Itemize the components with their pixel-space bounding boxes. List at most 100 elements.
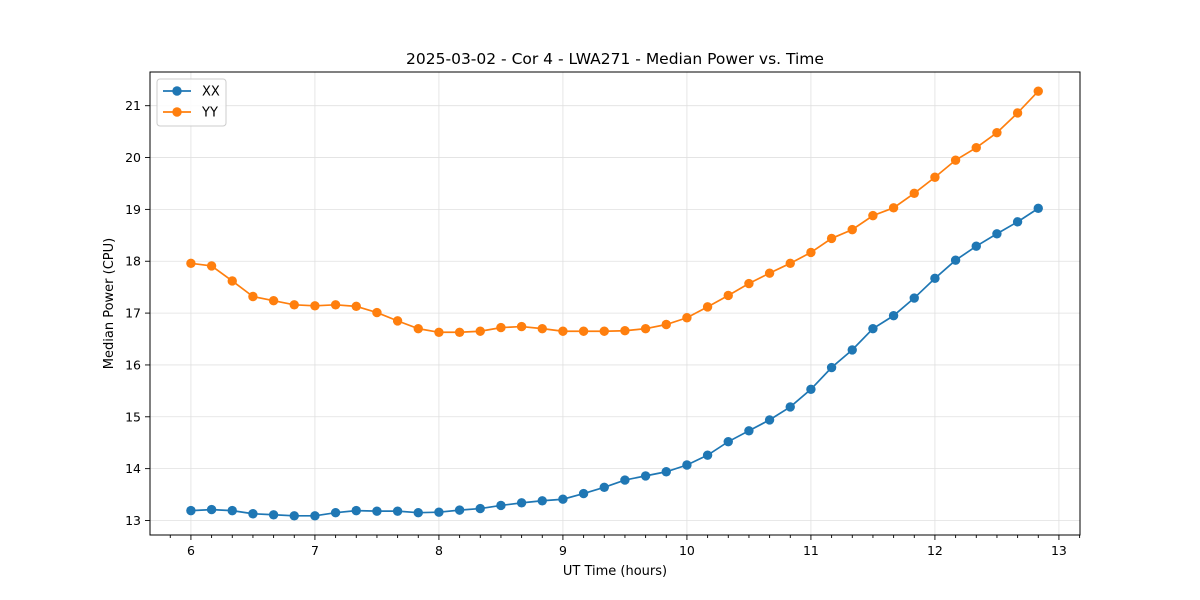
data-point-xx <box>682 460 692 470</box>
data-point-yy <box>785 258 795 269</box>
data-point-xx <box>992 229 1002 239</box>
data-point-xx <box>764 415 775 425</box>
data-point-xx <box>558 494 568 504</box>
y-axis-label: Median Power (CPU) <box>102 238 117 369</box>
data-point-yy <box>227 276 237 286</box>
data-point-yy <box>392 316 403 326</box>
data-point-xx <box>620 475 630 485</box>
x-tick-label: 13 <box>1051 543 1067 558</box>
x-tick-label: 10 <box>679 543 695 558</box>
series-layer <box>186 86 1043 521</box>
data-point-xx <box>909 293 919 303</box>
data-point-xx <box>578 488 589 499</box>
data-point-yy <box>248 291 258 302</box>
y-tick-label: 18 <box>125 254 141 269</box>
data-point-xx <box>806 384 816 395</box>
data-point-yy <box>289 300 299 310</box>
legend-marker-xx <box>172 86 182 96</box>
data-point-yy <box>599 326 609 336</box>
data-point-yy <box>475 326 485 336</box>
data-point-yy <box>723 290 733 301</box>
data-point-xx <box>785 402 795 412</box>
data-point-xx <box>289 511 299 521</box>
data-point-yy <box>744 278 754 289</box>
data-point-yy <box>950 155 961 165</box>
data-point-xx <box>744 426 754 436</box>
x-axis-label: UT Time (hours) <box>563 564 667 579</box>
data-point-xx <box>186 505 196 516</box>
data-point-xx <box>971 241 981 251</box>
x-tick-label: 8 <box>435 543 443 558</box>
data-point-yy <box>578 326 589 336</box>
data-point-xx <box>372 506 382 516</box>
data-point-yy <box>826 233 837 244</box>
data-point-yy <box>640 323 651 334</box>
data-point-yy <box>992 127 1002 138</box>
data-point-xx <box>599 482 609 493</box>
data-point-xx <box>537 496 547 506</box>
data-point-xx <box>1033 203 1043 214</box>
axis-ticks: 6 7 8 9 10 11 12 13 13 14 15 16 17 18 19 20 21 <box>125 98 1081 558</box>
y-tick-label: 14 <box>125 461 141 476</box>
data-point-xx <box>868 323 878 334</box>
data-point-xx <box>351 505 361 516</box>
data-point-yy <box>930 172 940 182</box>
chart-title: 2025-03-02 - Cor 4 - LWA271 - Median Pow… <box>406 50 824 68</box>
data-point-yy <box>868 210 878 221</box>
legend: XX YY <box>156 78 227 127</box>
grid-lines <box>150 72 1080 535</box>
data-point-yy <box>558 326 568 336</box>
data-point-yy <box>186 258 196 269</box>
series-line-xx <box>190 207 1039 517</box>
data-point-xx <box>1012 217 1023 227</box>
data-point-yy <box>661 319 671 330</box>
x-tick-label: 6 <box>187 543 195 558</box>
data-point-yy <box>268 295 279 306</box>
data-point-xx <box>434 507 444 517</box>
data-point-xx <box>475 503 485 514</box>
y-tick-label: 17 <box>125 306 141 321</box>
data-point-xx <box>723 436 733 447</box>
data-point-xx <box>268 510 279 520</box>
y-tick-label: 13 <box>125 513 141 528</box>
data-point-xx <box>930 273 940 284</box>
x-tick-label: 12 <box>927 543 943 558</box>
data-point-xx <box>310 511 320 521</box>
data-point-xx <box>847 345 857 355</box>
data-point-xx <box>661 467 671 477</box>
legend-label-yy: YY <box>201 106 218 121</box>
x-tick-label: 7 <box>311 543 319 558</box>
data-point-yy <box>909 188 919 199</box>
data-point-yy <box>847 224 857 235</box>
data-point-yy <box>1012 108 1023 118</box>
data-point-yy <box>888 203 899 213</box>
data-point-xx <box>888 310 899 321</box>
y-tick-label: 20 <box>125 150 141 165</box>
data-point-xx <box>227 505 237 516</box>
data-point-yy <box>454 327 465 337</box>
data-point-yy <box>310 301 320 311</box>
y-tick-label: 19 <box>125 202 141 217</box>
data-point-xx <box>702 450 713 460</box>
data-point-xx <box>392 506 403 516</box>
data-point-xx <box>496 500 506 511</box>
y-tick-label: 15 <box>125 409 141 424</box>
legend-marker-yy <box>172 107 182 117</box>
data-point-yy <box>806 247 816 258</box>
data-point-xx <box>516 498 527 508</box>
data-point-yy <box>971 142 981 153</box>
data-point-yy <box>682 313 692 323</box>
data-point-xx <box>826 362 837 373</box>
data-point-yy <box>330 300 341 310</box>
data-point-yy <box>1033 86 1043 96</box>
data-point-yy <box>372 307 382 318</box>
axes-frame <box>149 71 1081 536</box>
data-point-xx <box>248 509 258 519</box>
y-tick-label: 16 <box>125 357 141 372</box>
data-point-xx <box>454 505 465 515</box>
data-point-xx <box>640 471 651 481</box>
y-tick-label: 21 <box>125 98 141 113</box>
data-point-yy <box>764 268 775 278</box>
data-point-yy <box>434 327 444 337</box>
